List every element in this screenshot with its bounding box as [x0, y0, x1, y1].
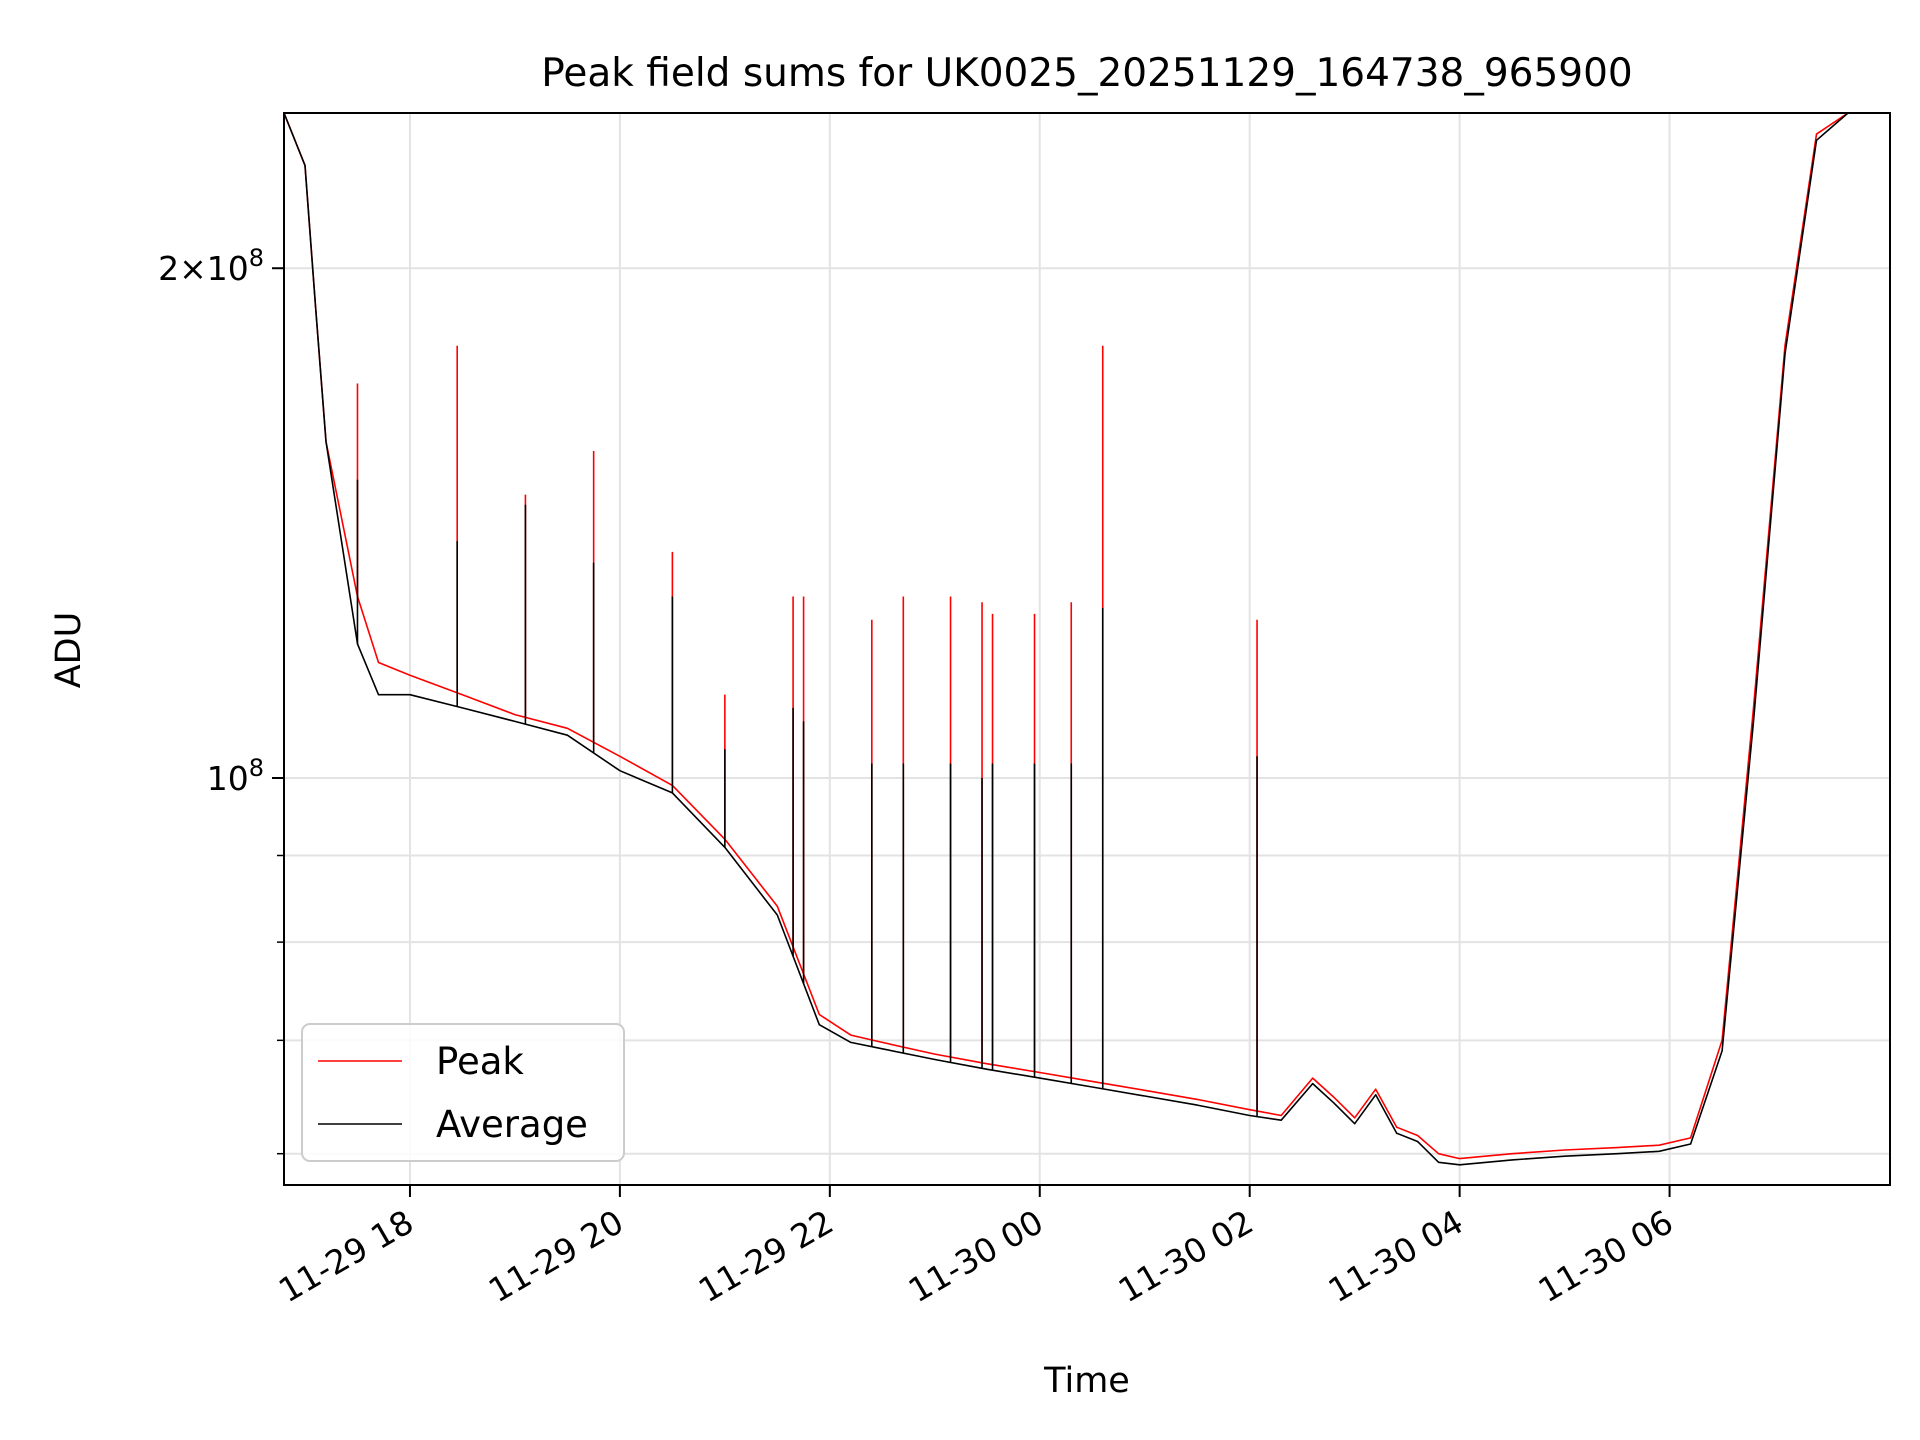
y-axis-label: ADU	[49, 612, 89, 689]
legend-average-label: Average	[436, 1103, 588, 1146]
plot-area	[284, 113, 1890, 1185]
series-layer	[284, 113, 1890, 1166]
legend-box	[301, 1023, 625, 1162]
grid	[284, 113, 1890, 1185]
series-line-average	[284, 113, 1890, 1166]
plot-frame	[283, 112, 1891, 1186]
legend-peak-label: Peak	[436, 1040, 524, 1083]
y-tick-label: 2×108	[158, 244, 264, 288]
chart-title: Peak field sums for UK0025_20251129_1647…	[541, 51, 1632, 96]
x-axis-label: Time	[1043, 1361, 1130, 1401]
series-line-peak	[284, 113, 1890, 1160]
legend: Peak Average	[301, 1023, 625, 1162]
y-tick-label: 108	[207, 754, 264, 798]
